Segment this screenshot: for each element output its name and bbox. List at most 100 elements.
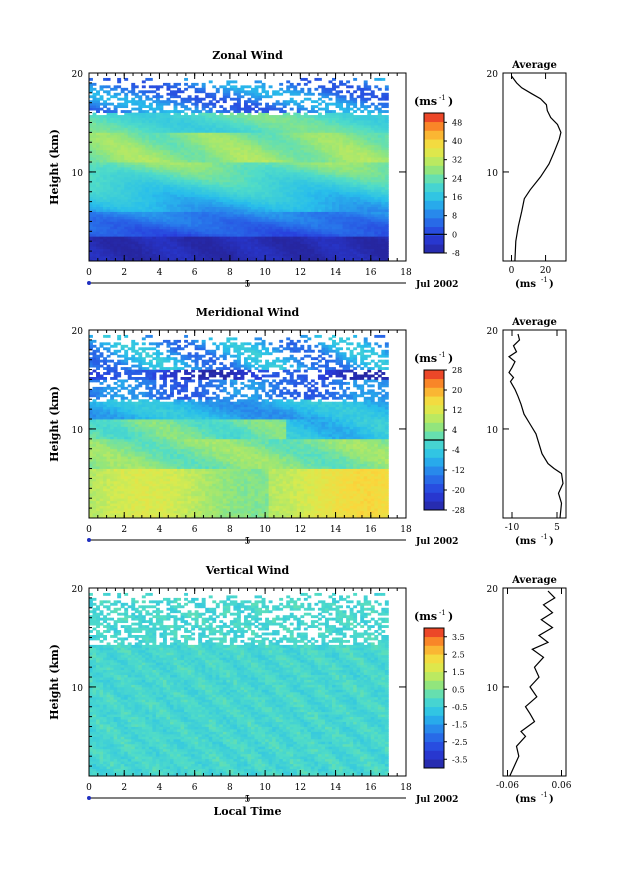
heatmap-cell [92, 117, 97, 121]
heatmap-cell [328, 134, 333, 138]
heatmap-cell [155, 191, 160, 195]
heatmap-cell [106, 186, 111, 190]
heatmap-cell [265, 149, 270, 153]
heatmap-cell [314, 184, 319, 188]
heatmap-cell [215, 253, 220, 257]
heatmap-cell [198, 169, 203, 173]
heatmap-cell [106, 137, 111, 141]
heatmap-cell [166, 201, 171, 205]
heatmap-cell [117, 77, 122, 81]
heatmap-cell [339, 80, 343, 84]
heatmap-cell [92, 248, 97, 252]
heatmap-cell [226, 132, 231, 136]
heatmap-cell [92, 226, 97, 230]
heatmap-cell [89, 209, 93, 212]
heatmap-cell [187, 142, 192, 146]
heatmap-cell [307, 243, 312, 247]
heatmap-cell [279, 216, 284, 220]
heatmap-cell [117, 211, 122, 215]
heatmap-cell [300, 77, 305, 81]
heatmap-cell [201, 139, 206, 143]
heatmap-cell [349, 174, 354, 178]
heatmap-cell [219, 162, 224, 165]
heatmap-cell [198, 154, 203, 158]
heatmap-cell [321, 154, 326, 158]
heatmap-cell [215, 246, 220, 250]
heatmap-cell [131, 256, 136, 259]
heatmap-cell [346, 164, 351, 168]
heatmap-cell [177, 191, 181, 195]
heatmap-cell [113, 159, 118, 163]
heatmap-cell [349, 179, 354, 183]
heatmap-cell [349, 209, 354, 212]
heatmap-cell [240, 191, 245, 195]
heatmap-cell [166, 117, 171, 121]
heatmap-cell [201, 162, 206, 165]
heatmap-cell [335, 102, 340, 106]
heatmap-cell [184, 238, 189, 242]
heatmap-cell [177, 218, 181, 222]
heatmap-cell [201, 196, 206, 200]
heatmap-cell [110, 223, 115, 227]
heatmap-cell [296, 223, 301, 227]
heatmap-cell [275, 233, 280, 237]
heatmap-cell [127, 110, 132, 113]
heatmap-cell [310, 256, 315, 259]
heatmap-cell [117, 102, 122, 106]
heatmap-cell [286, 223, 291, 227]
heatmap-cell [247, 221, 252, 225]
heatmap-cell [282, 122, 287, 126]
heatmap-cell [243, 149, 248, 153]
heatmap-cell [293, 181, 298, 185]
heatmap-cell [162, 204, 167, 207]
heatmap-cell [300, 184, 305, 188]
heatmap-cell [307, 174, 312, 178]
heatmap-cell [141, 228, 146, 232]
heatmap-cell [310, 241, 315, 245]
heatmap-cell [92, 256, 97, 259]
heatmap-cell [201, 97, 206, 101]
heatmap-cell [187, 97, 192, 101]
heatmap-cell [159, 201, 164, 205]
heatmap-cell [124, 209, 129, 212]
heatmap-cell [342, 176, 347, 180]
heatmap-cell [258, 159, 262, 163]
heatmap-cell [296, 164, 301, 168]
heatmap-cell [117, 171, 122, 175]
heatmap-cell [229, 122, 234, 126]
heatmap-cell [222, 241, 227, 245]
heatmap-cell [251, 199, 255, 203]
heatmap-cell [222, 144, 227, 148]
heatmap-cell [166, 243, 171, 247]
heatmap-cell [258, 164, 262, 168]
heatmap-cell [303, 241, 308, 245]
heatmap-cell [279, 196, 284, 200]
heatmap-cell [166, 194, 171, 198]
heatmap-cell [194, 82, 199, 86]
heatmap-cell [155, 162, 160, 165]
heatmap-cell [166, 206, 171, 210]
heatmap-cell [141, 169, 146, 173]
heatmap-cell [251, 204, 255, 207]
heatmap-cell [212, 186, 217, 190]
heatmap-cell [236, 184, 241, 188]
heatmap-cell [152, 199, 157, 203]
heatmap-cell [215, 184, 220, 188]
heatmap-cell [229, 164, 234, 168]
heatmap-cell [258, 154, 262, 158]
heatmap-cell [324, 122, 329, 126]
heatmap-cell [103, 221, 108, 225]
heatmap-cell [229, 228, 234, 232]
heatmap-cell [321, 214, 326, 217]
heatmap-cell [300, 87, 305, 91]
heatmap-cell [141, 256, 146, 259]
heatmap-cell [317, 134, 322, 138]
heatmap-cell [99, 85, 104, 89]
heatmap-cell [155, 233, 160, 237]
heatmap-cell [289, 181, 294, 185]
heatmap-cell [289, 167, 294, 170]
heatmap-cell [170, 92, 174, 96]
heatmap-cell [99, 236, 104, 240]
heatmap-cell [219, 231, 224, 235]
